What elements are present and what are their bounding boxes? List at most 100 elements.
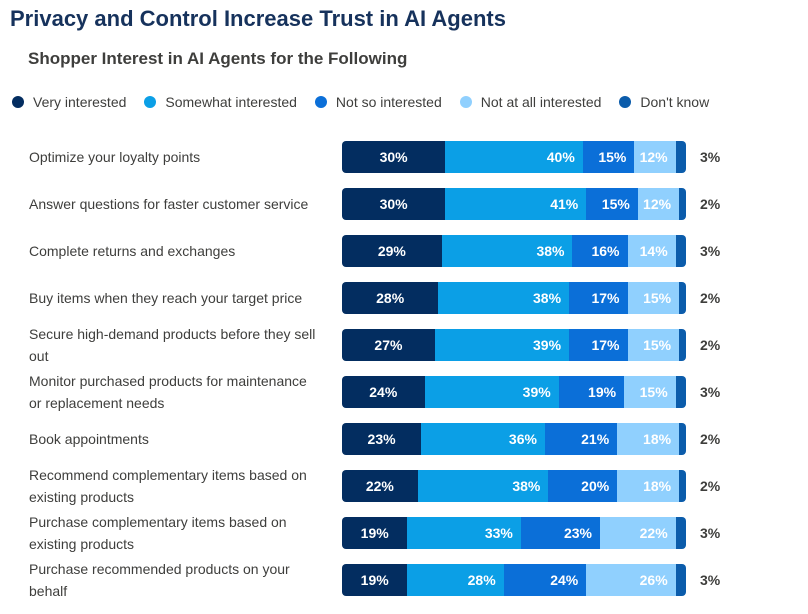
- bar-segment: [675, 376, 686, 408]
- dont-know-value-label: 3%: [700, 149, 721, 165]
- legend-item: Very interested: [12, 94, 126, 110]
- bar-segment: 38%: [441, 235, 573, 267]
- legend-dot-icon: [619, 96, 632, 108]
- bar-value-label: 30%: [379, 196, 408, 212]
- bar-segment: 15%: [582, 141, 635, 173]
- bar-value-label: 15%: [643, 290, 672, 306]
- legend-item: Not so interested: [314, 94, 442, 110]
- bar-value-label: 18%: [643, 431, 672, 447]
- bar-segment: 17%: [569, 329, 628, 361]
- bar-value-label: 15%: [643, 337, 672, 353]
- bar-segment: [675, 235, 686, 267]
- stacked-bar: 22% 38% 20% 18%: [342, 470, 686, 502]
- row-label-text: Purchase complementary items based on ex…: [29, 514, 287, 552]
- bar-value-label: 15%: [598, 149, 627, 165]
- stacked-bar: 29% 38% 16% 14%: [342, 235, 686, 267]
- legend-label: Not at all interested: [480, 94, 602, 110]
- bar-value-label: 20%: [581, 478, 610, 494]
- bar-value-label: 29%: [377, 243, 406, 259]
- dont-know-value-label: 2%: [700, 290, 721, 306]
- bar-value-label: 36%: [508, 431, 537, 447]
- row-label: Book appointments: [29, 415, 319, 463]
- legend-item: Don't know: [619, 94, 709, 110]
- stacked-bar: 19% 33% 23% 22%: [342, 517, 686, 549]
- legend-item: Somewhat interested: [144, 94, 297, 110]
- bar-value-label: 17%: [591, 290, 620, 306]
- row-label: Optimize your loyalty points: [29, 133, 319, 181]
- dont-know-value-label: 2%: [700, 431, 721, 447]
- bar-value-label: 26%: [639, 572, 668, 588]
- bar-segment: [675, 141, 686, 173]
- bar-segment: 19%: [342, 517, 408, 549]
- bar-segment: 14%: [627, 235, 676, 267]
- bar-segment: 28%: [407, 564, 504, 596]
- bar-segment: 23%: [342, 423, 422, 455]
- bar-segment: 20%: [548, 470, 618, 502]
- stacked-bar: 24% 39% 19% 15%: [342, 376, 686, 408]
- stacked-bar: 30% 40% 15% 12%: [342, 141, 686, 173]
- bar-segment: 15%: [627, 282, 680, 314]
- bar-segment: 39%: [434, 329, 570, 361]
- bar-segment: [675, 564, 686, 596]
- dont-know-value-label: 3%: [700, 243, 721, 259]
- bar-segment: 19%: [558, 376, 625, 408]
- stacked-bar: 28% 38% 17% 15%: [342, 282, 686, 314]
- bar-value-label: 39%: [522, 384, 551, 400]
- bar-value-label: 19%: [360, 525, 389, 541]
- bar-segment: 22%: [342, 470, 418, 502]
- bar-segment: 17%: [569, 282, 628, 314]
- bar-segment: 15%: [627, 329, 680, 361]
- bar-segment: 39%: [424, 376, 559, 408]
- legend-label: Not so interested: [335, 94, 442, 110]
- bar-segment: 30%: [342, 188, 446, 220]
- row-label: Complete returns and exchanges: [29, 227, 319, 275]
- bar-value-label: 39%: [533, 337, 562, 353]
- bar-segment: 12%: [634, 141, 676, 173]
- legend-dot-icon: [12, 96, 24, 108]
- chart-subtitle: Shopper Interest in AI Agents for the Fo…: [28, 49, 408, 68]
- bar-segment: 23%: [520, 517, 600, 549]
- bar-value-label: 38%: [512, 478, 541, 494]
- bar-value-label: 15%: [639, 384, 668, 400]
- row-label-text: Answer questions for faster customer ser…: [29, 196, 309, 212]
- row-label: Monitor purchased products for maintenan…: [29, 368, 319, 416]
- bar-segment: 41%: [445, 188, 587, 220]
- stacked-bar: 23% 36% 21% 18%: [342, 423, 686, 455]
- bar-segment: 15%: [586, 188, 638, 220]
- row-label-text: Complete returns and exchanges: [29, 243, 236, 259]
- legend-dot-icon: [144, 96, 157, 108]
- bar-segment: [675, 517, 686, 549]
- dont-know-value-label: 2%: [700, 196, 721, 212]
- bar-value-label: 17%: [591, 337, 620, 353]
- bar-segment: 27%: [342, 329, 435, 361]
- bar-value-label: 16%: [591, 243, 620, 259]
- bar-segment: 12%: [637, 188, 680, 220]
- legend-dot-icon: [459, 96, 472, 108]
- legend-label: Somewhat interested: [165, 94, 297, 110]
- bar-segment: 29%: [342, 235, 442, 267]
- bar-value-label: 12%: [643, 196, 672, 212]
- dont-know-value-label: 3%: [700, 525, 721, 541]
- bar-value-label: 19%: [360, 572, 389, 588]
- row-label-text: Secure high-demand products before they …: [29, 326, 316, 364]
- row-label-text: Monitor purchased products for maintenan…: [29, 373, 307, 411]
- bar-value-label: 22%: [365, 478, 394, 494]
- bar-segment: 19%: [342, 564, 408, 596]
- bar-segment: 22%: [599, 517, 676, 549]
- row-label: Recommend complementary items based on e…: [29, 462, 319, 510]
- bar-value-label: 24%: [369, 384, 398, 400]
- row-label-text: Purchase recommended products on your be…: [29, 561, 290, 599]
- bar-segment: 24%: [342, 376, 425, 408]
- dont-know-value-label: 2%: [700, 337, 721, 353]
- bar-segment: 30%: [342, 141, 446, 173]
- row-label: Answer questions for faster customer ser…: [29, 180, 319, 228]
- bar-segment: 33%: [407, 517, 521, 549]
- row-label-text: Recommend complementary items based on e…: [29, 467, 307, 505]
- bar-value-label: 27%: [374, 337, 403, 353]
- bar-segment: 38%: [417, 470, 549, 502]
- bar-value-label: 22%: [639, 525, 668, 541]
- bar-value-label: 23%: [367, 431, 396, 447]
- dont-know-value-label: 3%: [700, 572, 721, 588]
- stacked-bar: 30% 41% 15% 12%: [342, 188, 686, 220]
- bar-value-label: 14%: [639, 243, 668, 259]
